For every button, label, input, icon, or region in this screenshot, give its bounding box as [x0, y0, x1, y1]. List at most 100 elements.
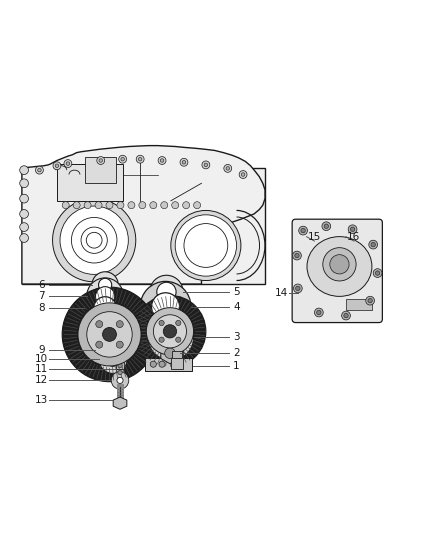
Circle shape: [96, 321, 103, 328]
Circle shape: [148, 314, 194, 360]
Circle shape: [158, 157, 166, 165]
Circle shape: [53, 162, 61, 169]
Bar: [22, 168, 265, 284]
Circle shape: [150, 361, 156, 367]
Circle shape: [55, 164, 59, 167]
Circle shape: [226, 167, 230, 170]
Circle shape: [66, 162, 70, 165]
Circle shape: [116, 341, 123, 348]
Text: 2: 2: [233, 348, 240, 358]
Circle shape: [20, 166, 28, 174]
Circle shape: [152, 293, 180, 321]
Circle shape: [172, 201, 179, 209]
Circle shape: [83, 298, 127, 342]
Circle shape: [171, 211, 241, 280]
Circle shape: [159, 320, 164, 326]
Text: 15: 15: [308, 232, 321, 242]
Text: 8: 8: [38, 303, 45, 313]
Circle shape: [20, 233, 28, 243]
Circle shape: [366, 296, 374, 305]
Text: 9: 9: [38, 345, 45, 355]
Circle shape: [95, 287, 115, 306]
Circle shape: [38, 168, 41, 172]
Polygon shape: [172, 351, 182, 359]
Circle shape: [87, 312, 132, 357]
Circle shape: [92, 272, 118, 298]
Text: 11: 11: [35, 364, 48, 374]
Circle shape: [146, 308, 194, 355]
Circle shape: [301, 229, 305, 233]
Bar: [116, 362, 124, 369]
Circle shape: [182, 160, 186, 164]
Bar: [102, 345, 121, 354]
Circle shape: [102, 327, 117, 341]
Circle shape: [350, 227, 355, 231]
Circle shape: [93, 308, 117, 332]
Circle shape: [106, 201, 113, 209]
FancyBboxPatch shape: [292, 219, 382, 322]
Circle shape: [150, 201, 157, 209]
Bar: [57, 164, 123, 201]
Circle shape: [81, 227, 107, 253]
Circle shape: [159, 361, 165, 367]
Circle shape: [342, 311, 350, 320]
Circle shape: [348, 225, 357, 233]
Bar: [346, 300, 372, 310]
Circle shape: [20, 223, 28, 231]
Circle shape: [183, 201, 190, 209]
Circle shape: [35, 166, 43, 174]
Circle shape: [157, 282, 176, 302]
Circle shape: [20, 179, 28, 188]
Circle shape: [99, 159, 102, 162]
Circle shape: [134, 295, 206, 367]
Circle shape: [344, 313, 348, 318]
Circle shape: [293, 284, 302, 293]
Circle shape: [111, 372, 129, 389]
Circle shape: [64, 159, 72, 167]
Circle shape: [163, 325, 177, 338]
Circle shape: [295, 253, 299, 258]
Circle shape: [239, 171, 247, 179]
Circle shape: [330, 255, 349, 274]
Text: 13: 13: [35, 395, 48, 405]
Circle shape: [165, 348, 175, 359]
Circle shape: [293, 251, 301, 260]
Circle shape: [87, 278, 124, 314]
Circle shape: [119, 155, 127, 163]
Circle shape: [176, 337, 181, 342]
Circle shape: [193, 232, 219, 259]
Circle shape: [150, 275, 183, 309]
Circle shape: [62, 287, 157, 382]
Text: 12: 12: [35, 375, 48, 385]
Text: 6: 6: [38, 280, 45, 290]
Circle shape: [241, 173, 245, 176]
Circle shape: [178, 328, 184, 334]
Circle shape: [317, 310, 321, 314]
Circle shape: [164, 331, 177, 344]
Circle shape: [136, 155, 144, 163]
Circle shape: [138, 157, 142, 161]
Circle shape: [139, 201, 146, 209]
Polygon shape: [22, 146, 265, 284]
Circle shape: [20, 209, 28, 219]
Ellipse shape: [307, 237, 372, 296]
Circle shape: [371, 243, 375, 247]
Circle shape: [53, 199, 136, 282]
Circle shape: [322, 222, 331, 231]
Circle shape: [161, 201, 168, 209]
Circle shape: [373, 269, 382, 278]
Text: 14: 14: [275, 288, 288, 298]
Circle shape: [323, 248, 356, 281]
Circle shape: [95, 201, 102, 209]
Text: 16: 16: [347, 232, 360, 242]
Circle shape: [140, 281, 191, 332]
Bar: [171, 351, 183, 368]
Text: 4: 4: [233, 302, 240, 312]
Circle shape: [202, 161, 210, 169]
Circle shape: [97, 157, 105, 165]
Circle shape: [99, 278, 112, 292]
Circle shape: [180, 158, 188, 166]
Text: 5: 5: [233, 287, 240, 297]
Circle shape: [73, 201, 80, 209]
Circle shape: [84, 287, 126, 329]
